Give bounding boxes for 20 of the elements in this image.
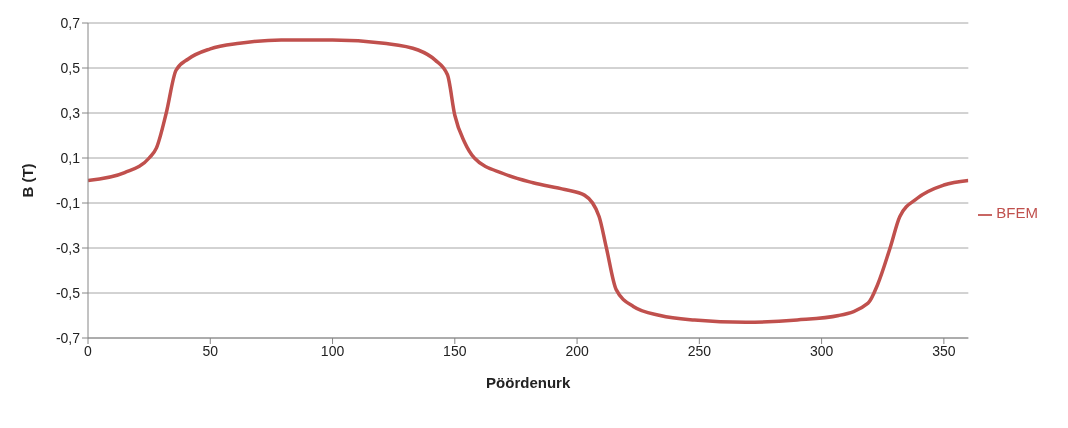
x-tick-label: 50: [202, 342, 219, 359]
x-tick-label: 0: [84, 342, 93, 359]
x-tick-label: 250: [687, 342, 712, 359]
x-tick-label: 200: [565, 342, 589, 359]
legend-label: BFEM: [996, 204, 1038, 222]
x-axis-title: Pöördenurk: [486, 374, 571, 391]
y-tick-label: 0,1: [60, 149, 81, 166]
y-tick-label: 0,7: [60, 14, 81, 31]
x-tick-label: 100: [320, 342, 345, 359]
y-tick-label: 0,3: [60, 104, 81, 121]
y-axis-title: B (T): [19, 163, 37, 198]
x-tick-label: 350: [932, 342, 956, 359]
x-tick-label: 300: [809, 342, 834, 359]
x-tick-label: 150: [443, 342, 467, 359]
y-tick-label: -0,3: [55, 239, 81, 256]
y-tick-label: -0,5: [55, 284, 81, 301]
y-tick-label: -0,1: [55, 194, 81, 211]
line-series: [88, 38, 969, 324]
y-tick-label: 0,5: [60, 59, 81, 76]
y-tick-label: -0,7: [55, 329, 81, 346]
